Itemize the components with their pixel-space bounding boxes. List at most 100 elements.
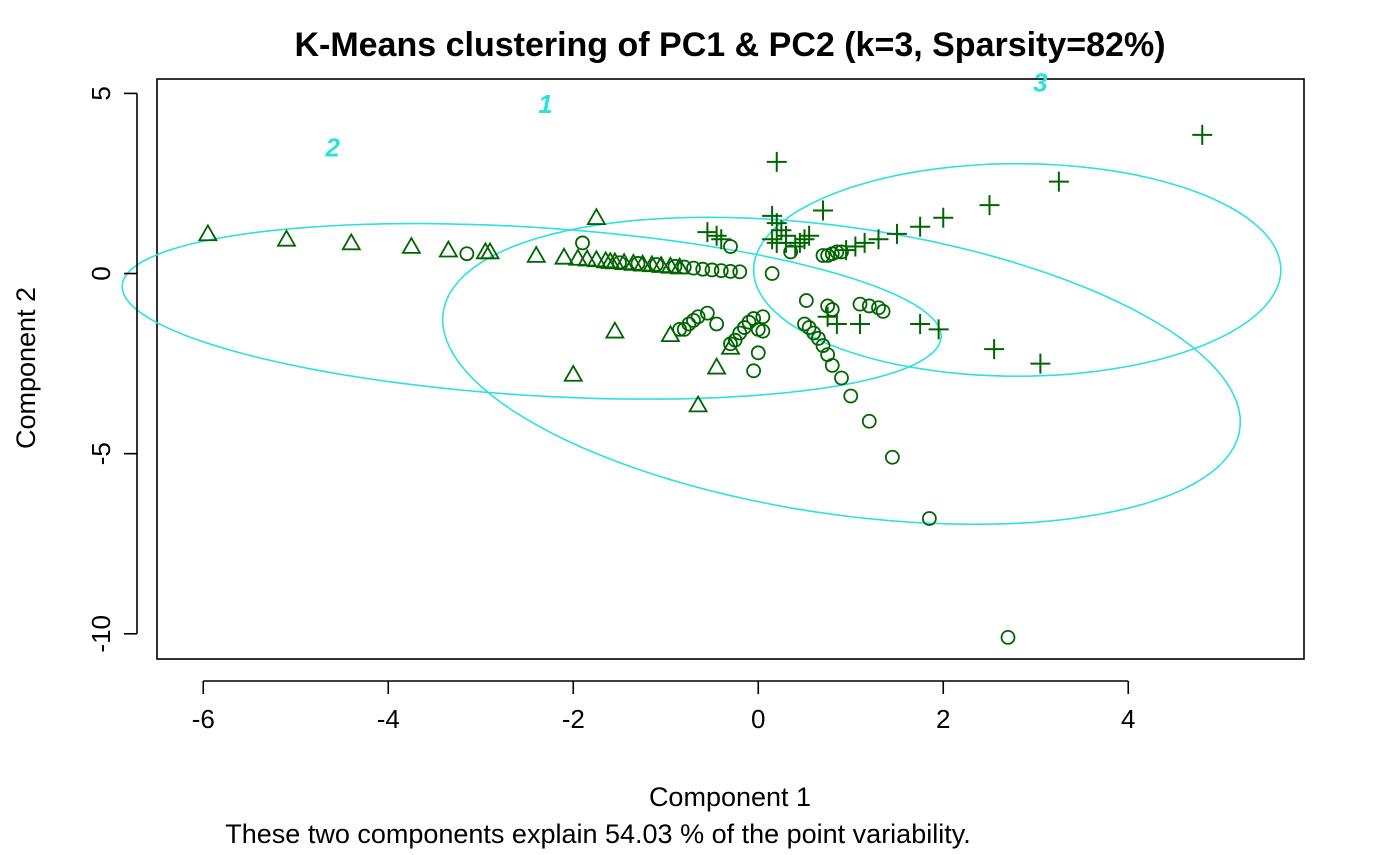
plot-frame [156, 78, 1305, 660]
point-plus [910, 313, 931, 334]
point-circle [459, 246, 475, 262]
point-triangle [526, 245, 547, 263]
point-circle [723, 239, 738, 254]
point-circle [755, 323, 771, 339]
point-circle [834, 370, 849, 386]
data-points [197, 124, 1213, 645]
cluster-labels: 1 2 3 [325, 68, 1049, 163]
x-tick-label: 4 [1121, 704, 1135, 734]
point-plus [1192, 124, 1213, 145]
point-triangle [651, 255, 672, 273]
chart-title: K-Means clustering of PC1 & PC2 (k=3, Sp… [294, 26, 1165, 64]
point-circle [815, 248, 831, 263]
point-triangle [688, 394, 709, 413]
cluster-ellipses [121, 162, 1282, 526]
point-circle [843, 388, 859, 404]
point-circle [921, 511, 937, 526]
point-triangle [614, 252, 635, 271]
point-plus [789, 232, 810, 253]
point-plus [706, 225, 727, 246]
point-triangle [720, 337, 741, 355]
y-tick-label: -5 [86, 442, 116, 465]
point-circle [704, 262, 720, 278]
cluster-1-ellipse [441, 216, 1241, 526]
chart-subtitle: These two components explain 54.03 % of … [225, 819, 970, 849]
point-circle [686, 312, 701, 328]
y-axis: 5 0 -5 -10 [86, 86, 138, 653]
point-circle [861, 298, 877, 314]
point-plus [711, 229, 732, 250]
point-circle [690, 309, 706, 325]
point-triangle [586, 249, 607, 268]
point-circle [695, 261, 711, 277]
point-triangle [669, 256, 690, 275]
point-plus [762, 229, 783, 250]
point-triangle [660, 256, 681, 274]
point-circle [798, 293, 814, 308]
point-plus [854, 232, 875, 253]
point-circle [764, 266, 780, 281]
point-circle [871, 300, 886, 316]
point-plus [836, 240, 857, 261]
x-axis: -6 -4 -2 0 2 4 [192, 680, 1135, 734]
point-circle [699, 305, 715, 321]
point-circle [575, 235, 590, 251]
point-triangle [706, 356, 727, 375]
y-tick-label: 0 [86, 266, 116, 280]
point-circle [884, 449, 900, 465]
cluster-3-ellipse [752, 162, 1282, 378]
point-triangle [438, 239, 459, 258]
point-circle [709, 316, 725, 332]
point-triangle [604, 320, 625, 339]
point-circle [732, 264, 748, 280]
point-triangle [660, 324, 681, 343]
point-circle [741, 314, 757, 330]
point-triangle [401, 236, 422, 254]
y-tick-label: 5 [86, 86, 116, 100]
point-circle [810, 330, 826, 346]
point-circle [783, 244, 799, 260]
point-circle [815, 338, 831, 353]
point-circle [829, 244, 845, 260]
point-circle [861, 413, 877, 429]
point-plus [845, 236, 866, 257]
point-circle [852, 296, 868, 312]
point-triangle [632, 253, 653, 272]
point-plus [979, 195, 1000, 216]
point-plus [887, 223, 907, 244]
point-plus [1048, 171, 1069, 192]
x-tick-label: 0 [751, 704, 765, 734]
point-circle [681, 316, 697, 332]
x-tick-label: -4 [377, 704, 400, 734]
point-triangle [577, 248, 598, 267]
cluster-1-label: 1 [538, 89, 552, 119]
point-triangle [276, 228, 297, 247]
point-triangle [479, 241, 501, 260]
point-triangle [604, 251, 625, 270]
point-plus [1030, 353, 1051, 374]
point-circle [713, 263, 729, 279]
point-triangle [341, 232, 362, 251]
point-circle [797, 316, 812, 332]
point-triangle [563, 364, 584, 382]
point-plus [868, 229, 889, 250]
point-circle [1000, 629, 1016, 645]
point-circle [824, 357, 840, 373]
point-circle [755, 309, 771, 325]
point-circle [723, 263, 738, 279]
point-plus [928, 319, 949, 340]
point-circle [875, 303, 891, 319]
point-circle [834, 244, 849, 260]
cluster-2-label: 2 [325, 132, 341, 162]
point-plus [766, 151, 787, 172]
point-plus [785, 236, 806, 257]
point-circle [746, 363, 762, 379]
y-tick-label: -10 [86, 615, 116, 653]
point-plus [771, 220, 792, 241]
point-triangle [553, 247, 575, 265]
point-plus [984, 339, 1005, 360]
point-triangle [197, 223, 218, 242]
point-plus [850, 313, 870, 334]
cluster-3-label: 3 [1033, 68, 1048, 98]
